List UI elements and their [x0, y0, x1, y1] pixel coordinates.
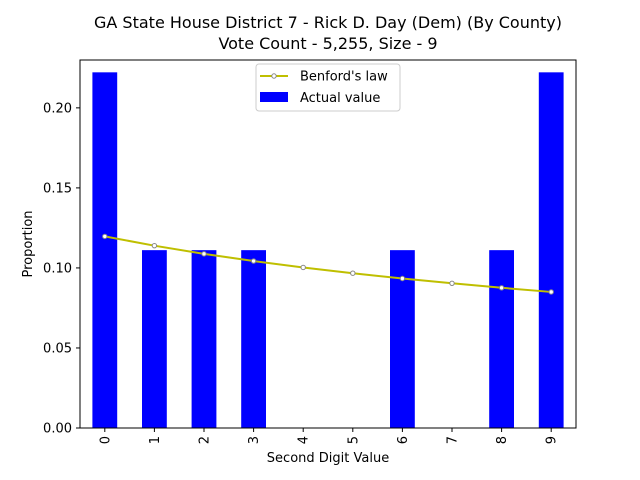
bar-digit-9 [538, 72, 564, 428]
x-tick-label: 8 [495, 436, 510, 444]
benford-point-2 [201, 251, 207, 257]
bar-digit-0 [92, 72, 118, 428]
benford-point-5 [350, 270, 356, 276]
bar-digit-2 [191, 250, 217, 428]
bars-layer [92, 72, 564, 428]
x-tick-label: 0 [98, 436, 113, 444]
x-tick-label: 4 [297, 436, 312, 444]
x-tick-label: 1 [148, 436, 163, 444]
y-tick-label: 0.20 [43, 101, 72, 116]
x-axis: 0 1 2 3 4 5 6 7 8 9 [98, 428, 560, 444]
y-tick-label: 0.15 [43, 181, 72, 196]
benford-line [104, 235, 552, 293]
x-tick-label: 9 [545, 436, 560, 444]
chart-title: GA State House District 7 - Rick D. Day … [94, 13, 562, 32]
y-tick-label: 0.10 [43, 261, 72, 276]
bar-digit-1 [142, 250, 167, 428]
legend-label-actual: Actual value [300, 91, 380, 106]
x-tick-label: 5 [346, 436, 361, 444]
x-tick-label: 2 [198, 436, 213, 444]
benford-point-6 [399, 275, 406, 282]
legend-label-benford: Benford's law [300, 70, 388, 85]
legend-marker-swatch [271, 73, 277, 79]
x-tick-label: 3 [247, 436, 262, 444]
x-tick-label: 6 [396, 436, 411, 444]
y-tick-label: 0.05 [43, 341, 72, 356]
legend-box [255, 63, 401, 112]
plot-frame [79, 59, 577, 429]
benford-point-4 [300, 264, 306, 271]
legend-bar-swatch [260, 92, 288, 102]
y-tick-label: 0.00 [43, 422, 72, 437]
x-tick-label: 7 [446, 436, 461, 444]
benford-point-1 [151, 242, 158, 249]
benford-point-0 [102, 233, 108, 240]
benford-point-9 [548, 289, 554, 295]
benford-point-8 [498, 285, 505, 291]
bar-digit-8 [489, 250, 514, 428]
benford-line-layer [102, 233, 554, 295]
y-axis-label: Proportion [21, 210, 36, 277]
benford-point-7 [449, 280, 455, 286]
chart-subtitle: Vote Count - 5,255, Size - 9 [218, 34, 437, 53]
y-axis: 0.00 0.05 0.10 0.15 0.20 [43, 101, 80, 437]
benford-point-3 [250, 258, 257, 264]
legend: Benford's law Actual value [255, 63, 401, 112]
x-axis-label: Second Digit Value [267, 451, 389, 466]
bar-digit-3 [241, 250, 266, 428]
